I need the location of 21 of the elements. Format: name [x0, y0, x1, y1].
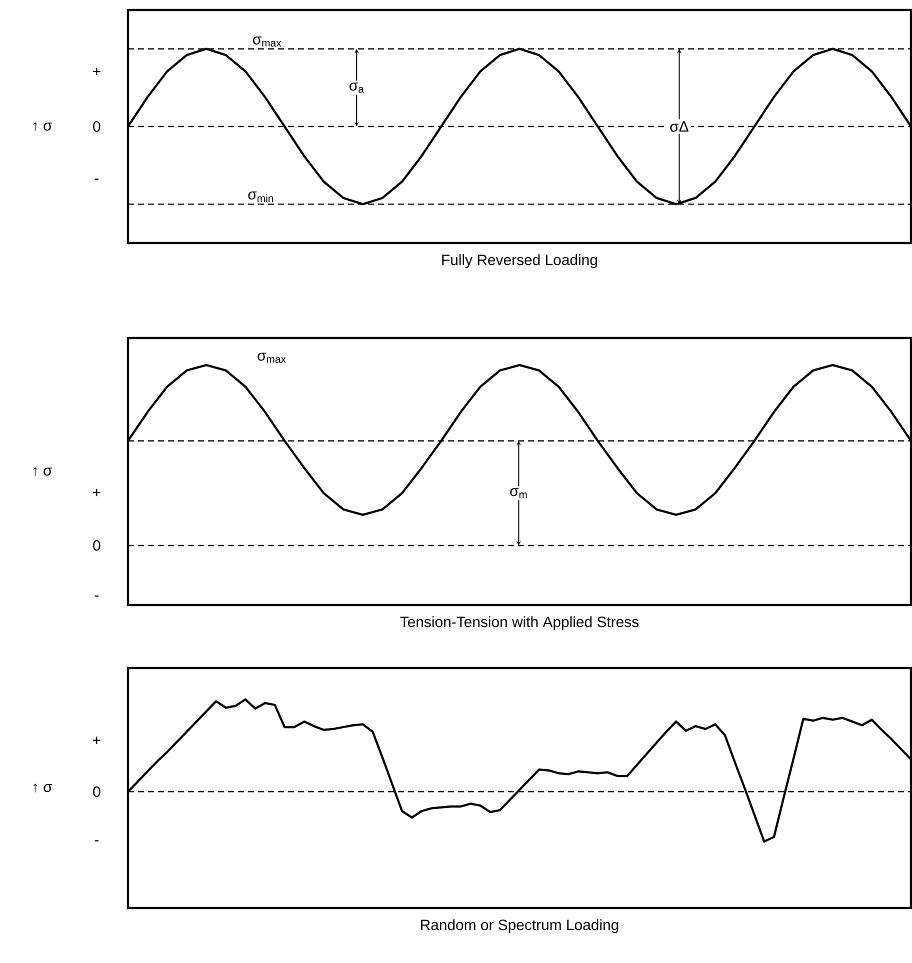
text: - — [94, 178, 99, 180]
text: 0 — [93, 786, 100, 797]
annotation: σΔ — [670, 121, 688, 132]
annotation: σ$_{max}$ — [252, 36, 282, 47]
text: + — [93, 736, 100, 744]
annotation: σ$_{min}$ — [248, 191, 274, 202]
x-axis-title: Fully Reversed Loading — [442, 254, 597, 268]
y-axis-title: ↑ σ — [33, 467, 52, 476]
x-axis-title: Tension-Tension with Applied Stress — [400, 616, 639, 630]
text: - — [94, 596, 99, 597]
x-axis-title: Random or Spectrum Loading — [421, 919, 618, 934]
y-axis-title: ↑ σ — [33, 122, 52, 131]
text: - — [94, 840, 99, 842]
text: 0 — [93, 540, 100, 551]
text: 0 — [93, 121, 100, 132]
annotation: σ$_{m}$ — [510, 488, 527, 498]
text: + — [93, 488, 100, 496]
y-axis-title: ↑ σ — [33, 784, 52, 792]
annotation: σ$_{a}$ — [349, 82, 364, 93]
text: σ$_{max}$ — [258, 352, 286, 363]
text: + — [93, 68, 100, 76]
